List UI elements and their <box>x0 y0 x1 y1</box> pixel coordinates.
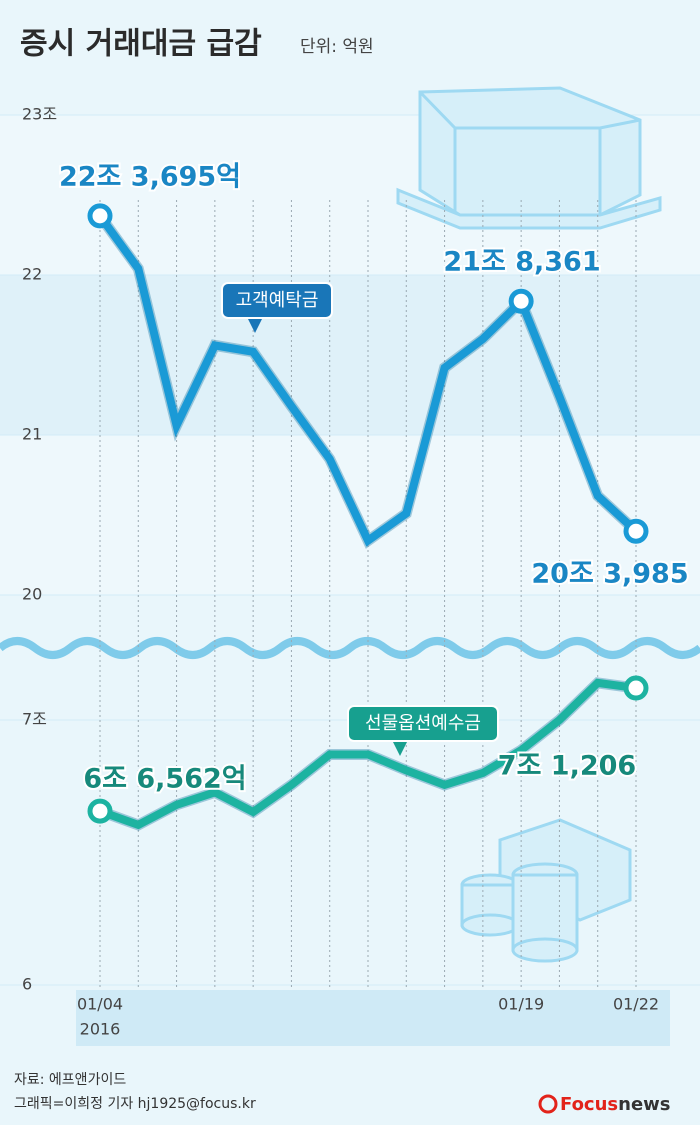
wave-separator <box>0 637 700 659</box>
vault-icon <box>396 86 662 230</box>
data-label: 20조 3,985 <box>531 559 688 590</box>
source: 자료: 에프앤가이드 <box>14 1072 126 1088</box>
unit-note: 단위: 억원 <box>300 37 374 57</box>
logo-mark <box>538 1094 558 1114</box>
logo-suffix: news <box>618 1094 670 1115</box>
x-tick-label: 01/22 <box>613 995 659 1014</box>
title: 증시 거래대금 급감 <box>20 27 262 62</box>
legend-label: 선물옵션예수금 <box>365 713 481 734</box>
point-marker <box>87 798 113 824</box>
series-line <box>96 213 639 547</box>
logo-brand: Focus <box>560 1094 618 1115</box>
legend-label: 고객예탁금 <box>236 290 319 311</box>
data-label: 6조 6,562억 <box>83 764 246 795</box>
y-tick-label: 21 <box>22 425 42 444</box>
point-marker <box>623 675 649 701</box>
data-label: 7조 1,206 <box>498 751 636 782</box>
point-marker <box>87 203 113 229</box>
y-band <box>0 275 700 435</box>
callout-box <box>221 282 333 319</box>
data-label: 22조 3,695억 <box>59 162 241 193</box>
x-axis-band <box>76 990 670 1046</box>
y-tick-label: 22 <box>22 265 42 284</box>
x-year-label: 2016 <box>80 1020 121 1039</box>
y-tick-label: 20 <box>22 585 42 604</box>
logo: Focusnews <box>560 1094 671 1115</box>
callout-box <box>347 705 499 742</box>
series-line <box>98 678 637 830</box>
y-tick-label: 6 <box>22 975 32 994</box>
data-label: 21조 8,361 <box>443 247 600 278</box>
plot: 01/04 01/19 01/22 2016 20 21 22 23조 22조 3,695억 21… <box>22 105 691 1039</box>
x-tick-label: 01/04 <box>77 995 123 1014</box>
callout-pointer <box>392 740 408 756</box>
y-tick-label: 7조 <box>22 710 47 729</box>
x-tick-label: 01/19 <box>498 995 544 1014</box>
point-marker <box>508 288 534 314</box>
y-tick-label: 23조 <box>22 105 57 124</box>
point-marker <box>623 518 649 544</box>
callout-pointer <box>247 317 263 333</box>
credit: 그래픽=이희정 기자 hj1925@focus.kr <box>14 1096 256 1112</box>
